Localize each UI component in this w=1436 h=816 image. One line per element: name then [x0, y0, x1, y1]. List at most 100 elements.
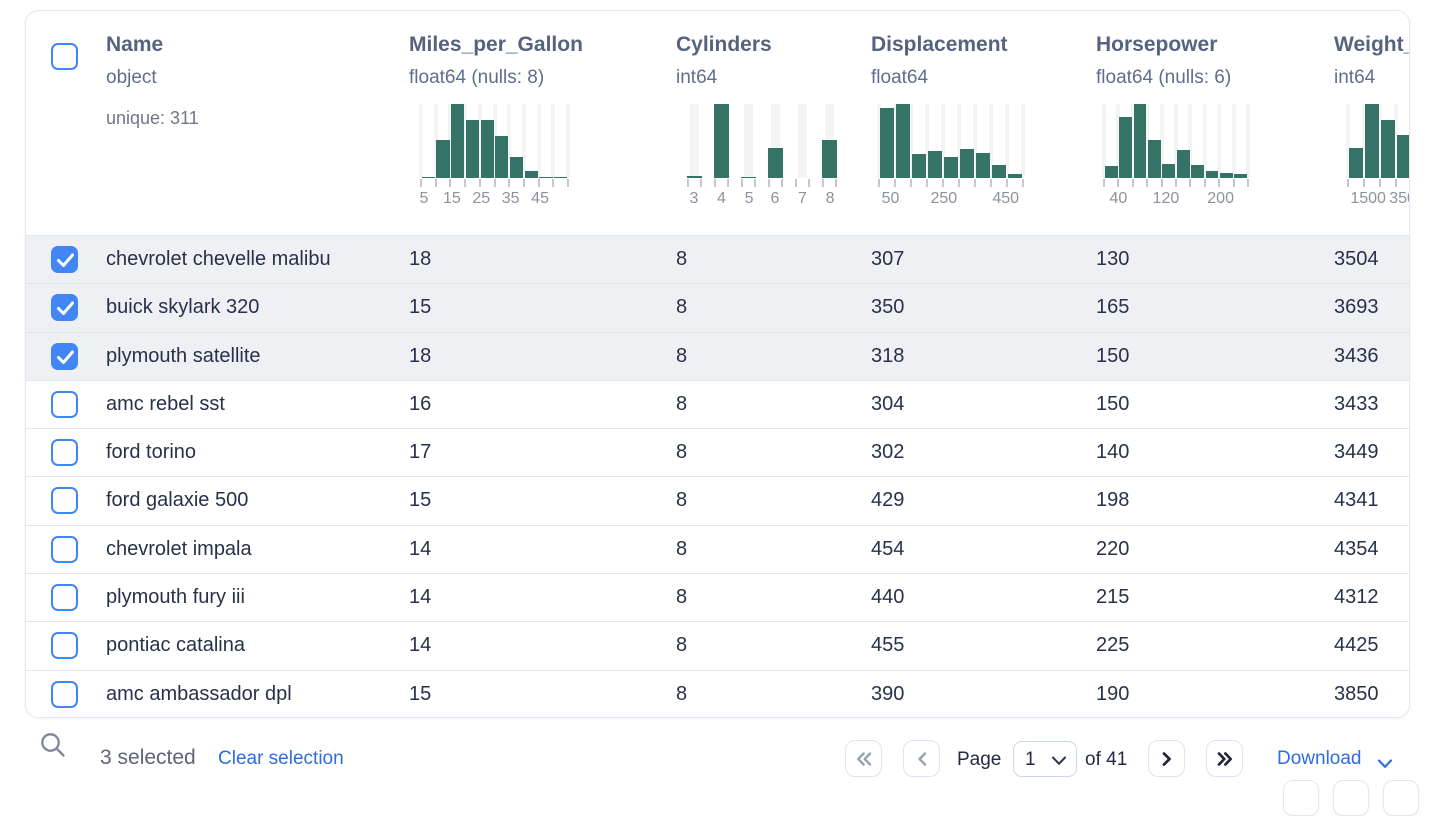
axis-tick-label: 250	[930, 190, 957, 208]
table-row[interactable]: buick skylark 320 15 8 350 165 3693	[26, 283, 1409, 331]
last-page-button[interactable]	[1206, 740, 1243, 777]
histogram-bar	[1177, 150, 1190, 178]
selected-count: 3 selected	[100, 746, 196, 770]
select-all-checkbox[interactable]	[51, 43, 78, 70]
axis-tick	[714, 179, 716, 187]
hidden-action-button-3[interactable]	[1383, 780, 1419, 816]
histogram-bar	[944, 157, 958, 178]
clear-selection-link[interactable]: Clear selection	[218, 748, 344, 770]
chevrons-right-icon	[1216, 751, 1234, 767]
row-checkbox[interactable]	[51, 681, 78, 708]
chevron-left-icon	[916, 751, 928, 767]
axis-tick	[768, 179, 770, 187]
table-row[interactable]: chevrolet impala 14 8 454 220 4354	[26, 525, 1409, 573]
cell-mpg: 16	[409, 381, 431, 428]
cell-horsepower: 198	[1096, 477, 1129, 524]
table-row[interactable]: ford torino 17 8 302 140 3449	[26, 428, 1409, 476]
axis-tick	[1204, 179, 1206, 187]
axis-tick	[1247, 179, 1249, 187]
axis-tick-label: 25	[472, 190, 490, 208]
cell-name: plymouth fury iii	[106, 574, 245, 621]
row-checkbox[interactable]	[51, 343, 78, 370]
download-link[interactable]: Download	[1277, 748, 1362, 770]
table-row[interactable]: amc rebel sst 16 8 304 150 3433	[26, 380, 1409, 428]
axis-tick-label: 6	[771, 190, 780, 208]
axis-tick	[1103, 179, 1105, 187]
axis-tick	[1117, 179, 1119, 187]
cell-horsepower: 225	[1096, 622, 1129, 669]
search-icon[interactable]	[39, 731, 67, 764]
download-chevron-icon[interactable]	[1377, 756, 1393, 774]
table-row[interactable]: plymouth satellite 18 8 318 150 3436	[26, 332, 1409, 380]
axis-tick	[464, 179, 466, 187]
row-checkbox[interactable]	[51, 632, 78, 659]
histogram-gridline	[1021, 104, 1025, 178]
cell-cylinders: 8	[676, 429, 687, 476]
table-row[interactable]: chevrolet chevelle malibu 18 8 307 130 3…	[26, 235, 1409, 283]
column-unique-count: unique: 311	[106, 108, 199, 129]
cell-name: amc rebel sst	[106, 381, 225, 428]
axis-tick-label: 1500	[1350, 190, 1386, 208]
histogram-gridline	[1246, 104, 1250, 178]
row-checkbox[interactable]	[51, 391, 78, 418]
cell-mpg: 14	[409, 526, 431, 573]
row-checkbox[interactable]	[51, 487, 78, 514]
row-checkbox[interactable]	[51, 439, 78, 466]
histogram-bar	[525, 171, 538, 178]
histogram-gridline	[537, 104, 541, 178]
axis-tick	[1363, 179, 1365, 187]
histogram-bar	[976, 153, 990, 178]
prev-page-button[interactable]	[903, 740, 940, 777]
cell-name: ford galaxie 500	[106, 477, 248, 524]
histogram-gridline	[798, 104, 807, 178]
cell-displacement: 318	[871, 333, 904, 380]
hidden-action-button-2[interactable]	[1333, 780, 1369, 816]
table-row[interactable]: pontiac catalina 14 8 455 225 4425	[26, 621, 1409, 669]
axis-tick-label: 15	[443, 190, 461, 208]
axis-tick	[974, 179, 976, 187]
histogram-bar	[960, 149, 974, 178]
cell-weight: 3436	[1334, 333, 1379, 380]
axis-tick-label: 200	[1207, 190, 1234, 208]
histogram-gridline	[419, 104, 423, 178]
axis-tick	[1161, 179, 1163, 187]
column-dtype-cylinders: int64	[676, 67, 717, 89]
row-checkbox[interactable]	[51, 536, 78, 563]
row-checkbox[interactable]	[51, 584, 78, 611]
column-dtype-weight: int64	[1334, 67, 1375, 89]
column-dtype-displacement: float64	[871, 67, 928, 89]
axis-tick-label: 7	[798, 190, 807, 208]
first-page-button[interactable]	[845, 740, 882, 777]
cell-cylinders: 8	[676, 526, 687, 573]
axis-tick-label: 5	[745, 190, 754, 208]
check-icon	[56, 300, 75, 317]
table-row[interactable]: ford galaxie 500 15 8 429 198 4341	[26, 476, 1409, 524]
row-checkbox[interactable]	[51, 294, 78, 321]
cell-mpg: 18	[409, 333, 431, 380]
axis-tick	[508, 179, 510, 187]
page-total-label: of 41	[1085, 749, 1127, 771]
axis-tick	[1395, 179, 1397, 187]
column-dtype-horsepower: float64 (nulls: 6)	[1096, 67, 1231, 89]
column-dtype-name: object	[106, 67, 157, 89]
data-table-card: Name object unique: 311 Miles_per_Gallon…	[25, 10, 1410, 718]
table-row[interactable]: amc ambassador dpl 15 8 390 190 3850	[26, 670, 1409, 718]
cell-horsepower: 215	[1096, 574, 1129, 621]
cell-weight: 3693	[1334, 284, 1379, 331]
axis-tick	[1233, 179, 1235, 187]
hidden-action-button-1[interactable]	[1283, 780, 1319, 816]
cell-displacement: 304	[871, 381, 904, 428]
column-title-miles-per-gallon: Miles_per_Gallon	[409, 33, 583, 57]
histogram-bar	[1105, 166, 1118, 178]
table-row[interactable]: plymouth fury iii 14 8 440 215 4312	[26, 573, 1409, 621]
histogram-bar	[422, 177, 435, 178]
next-page-button[interactable]	[1148, 740, 1185, 777]
column-title-cylinders: Cylinders	[676, 33, 772, 57]
histogram-bar	[1349, 148, 1363, 178]
axis-tick	[822, 179, 824, 187]
cell-weight: 3850	[1334, 671, 1379, 718]
cell-horsepower: 140	[1096, 429, 1129, 476]
histogram-bar	[1206, 171, 1219, 178]
row-checkbox[interactable]	[51, 246, 78, 273]
page-select[interactable]: 1	[1013, 741, 1077, 777]
